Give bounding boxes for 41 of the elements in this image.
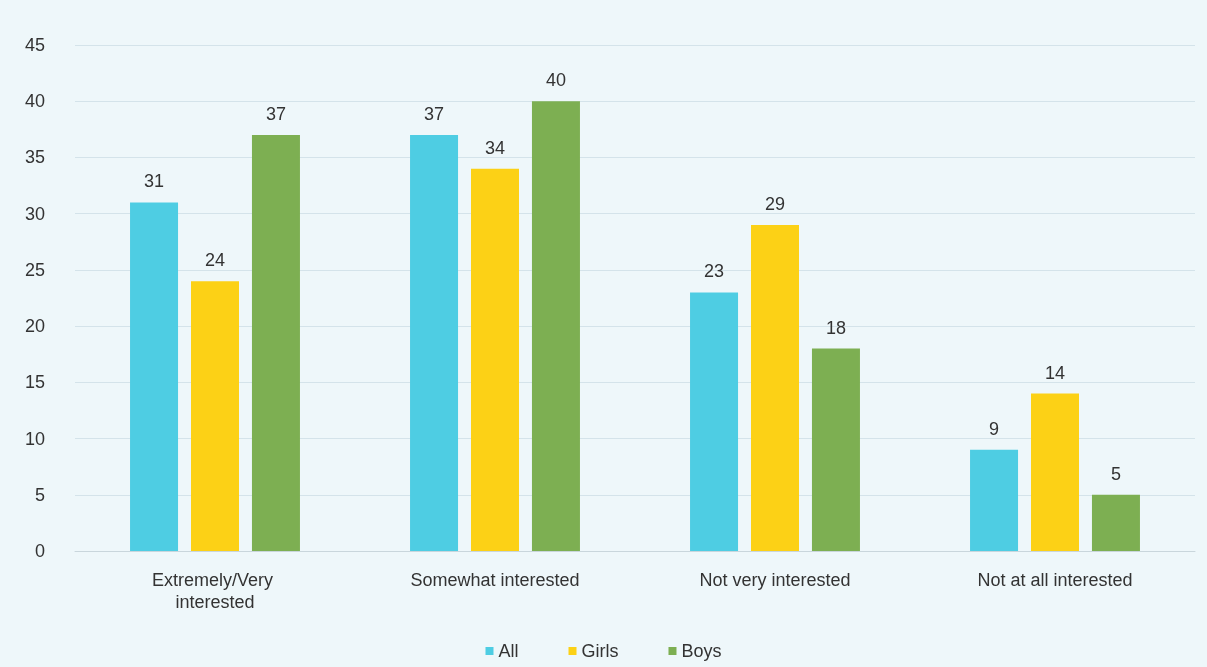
y-tick-label: 10 bbox=[24, 428, 45, 449]
x-tick-label: Not very interested bbox=[699, 570, 851, 590]
bar bbox=[251, 134, 300, 551]
y-tick-label: 25 bbox=[24, 259, 45, 280]
y-tick-label: 20 bbox=[24, 316, 45, 337]
legend-label: Girls bbox=[581, 641, 619, 661]
x-tick-label: Not at all interested bbox=[977, 570, 1133, 590]
data-label: 37 bbox=[265, 103, 286, 124]
y-tick-label: 0 bbox=[34, 541, 45, 561]
data-label: 9 bbox=[989, 418, 1000, 439]
bar bbox=[471, 168, 519, 551]
data-label: 29 bbox=[764, 193, 786, 214]
y-tick-label: 30 bbox=[24, 203, 45, 224]
data-label: 14 bbox=[1044, 362, 1066, 383]
y-tick-label: 40 bbox=[24, 91, 45, 112]
bar bbox=[1091, 494, 1140, 551]
y-tick-label: 5 bbox=[34, 484, 45, 505]
bar bbox=[811, 348, 860, 551]
legend-label: Boys bbox=[681, 641, 722, 661]
legend-label: All bbox=[498, 641, 519, 661]
bar bbox=[690, 292, 739, 551]
bar bbox=[970, 449, 1019, 551]
y-tick-label: 35 bbox=[24, 147, 45, 168]
data-label: 5 bbox=[1110, 463, 1121, 484]
bar bbox=[1031, 393, 1079, 551]
y-tick-label: 15 bbox=[24, 372, 45, 393]
data-label: 24 bbox=[204, 250, 226, 271]
y-tick-label: 45 bbox=[24, 35, 45, 55]
x-tick-label: Somewhat interested bbox=[410, 570, 580, 590]
data-label: 34 bbox=[484, 137, 506, 158]
data-label: 31 bbox=[144, 171, 165, 192]
bar bbox=[191, 281, 239, 551]
bar bbox=[751, 224, 799, 551]
x-tick-label: Extremely/Very interested bbox=[151, 570, 279, 612]
data-label: 40 bbox=[545, 70, 566, 91]
data-label: 37 bbox=[424, 103, 445, 124]
data-label: 18 bbox=[825, 317, 846, 338]
data-label: 23 bbox=[704, 261, 725, 282]
bar bbox=[410, 134, 459, 551]
bar bbox=[531, 101, 580, 551]
bar bbox=[130, 202, 179, 551]
